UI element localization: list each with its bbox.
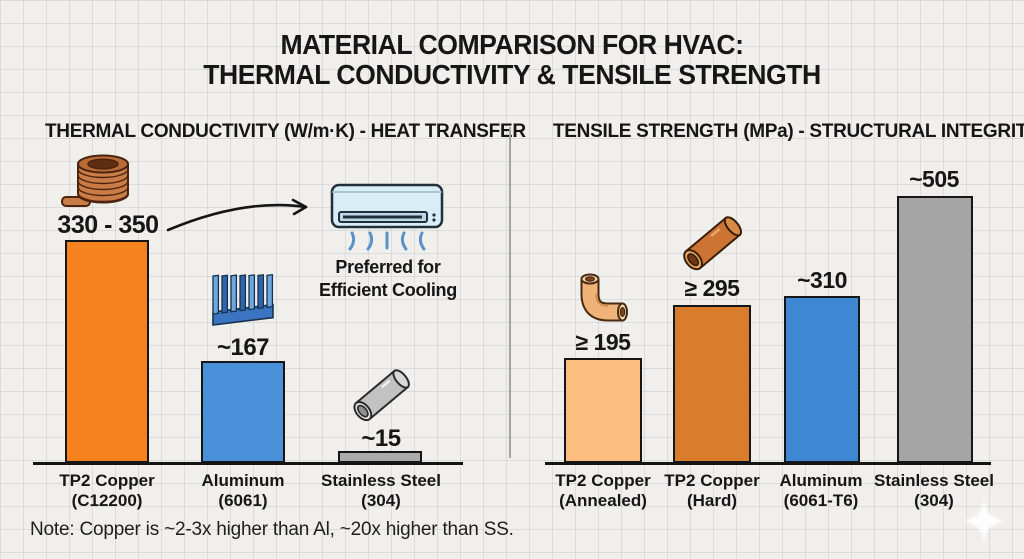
left-x-axis [33, 462, 463, 465]
value-label-aluminum: ~167 [216, 334, 270, 361]
panel-divider [509, 127, 511, 458]
value-label-copper: 330 - 350 [57, 211, 159, 239]
page-title: MATERIAL COMPARISON FOR HVAC: THERMAL CO… [0, 30, 1024, 89]
copper-tube-icon [682, 212, 744, 274]
value-label-stainless-right: ~505 [909, 166, 959, 192]
sparkle-icon [963, 496, 1005, 546]
cat-label-aluminum-6061: Aluminum (6061) [201, 471, 285, 511]
cat-label-copper-c12200: TP2 Copper (C12200) [59, 471, 155, 511]
footnote: Note: Copper is ~2-3x higher than Al, ~2… [30, 519, 514, 540]
aluminum-heatsink-icon [208, 268, 278, 330]
cat-label-stainless-304: Stainless Steel (304) [320, 471, 441, 511]
bar-aluminum-6061 [201, 361, 285, 463]
ac-unit-icon [330, 183, 444, 253]
value-label-aluminum-t6: ~310 [797, 267, 847, 293]
bar-aluminum-6061t6 [784, 296, 860, 463]
curved-arrow-icon [160, 192, 320, 240]
ac-annotation-line-2: Efficient Cooling [319, 279, 457, 300]
left-chart-title: THERMAL CONDUCTIVITY (W/m·K) - HEAT TRAN… [45, 121, 526, 142]
ac-annotation: Preferred for Efficient Cooling [308, 256, 468, 301]
right-x-axis [545, 462, 991, 465]
stainless-pipe-icon [352, 366, 412, 424]
right-chart-title: TENSILE STRENGTH (MPa) - STRUCTURAL INTE… [553, 121, 1024, 142]
cat-label-aluminum-t6: Aluminum (6061-T6) [779, 471, 863, 511]
bar-copper-hard [673, 305, 751, 463]
value-label-hard: ≥ 295 [684, 275, 740, 301]
copper-coil-icon [60, 151, 136, 213]
title-line-2: THERMAL CONDUCTIVITY & TENSILE STRENGTH [203, 58, 821, 90]
value-label-annealed: ≥ 195 [575, 329, 631, 355]
ac-annotation-line-1: Preferred for [335, 257, 441, 277]
cat-label-copper-annealed: TP2 Copper (Annealed) [555, 471, 651, 511]
cat-label-copper-hard: TP2 Copper (Hard) [664, 471, 760, 511]
cat-label-stainless-right: Stainless Steel (304) [873, 471, 994, 511]
copper-elbow-icon [574, 268, 632, 326]
bar-copper-annealed [564, 358, 642, 463]
bar-stainless-304-right [897, 196, 973, 463]
value-label-stainless: ~15 [361, 425, 401, 452]
bar-copper-c12200 [65, 240, 149, 463]
title-line-1: MATERIAL COMPARISON FOR HVAC: [280, 29, 744, 60]
